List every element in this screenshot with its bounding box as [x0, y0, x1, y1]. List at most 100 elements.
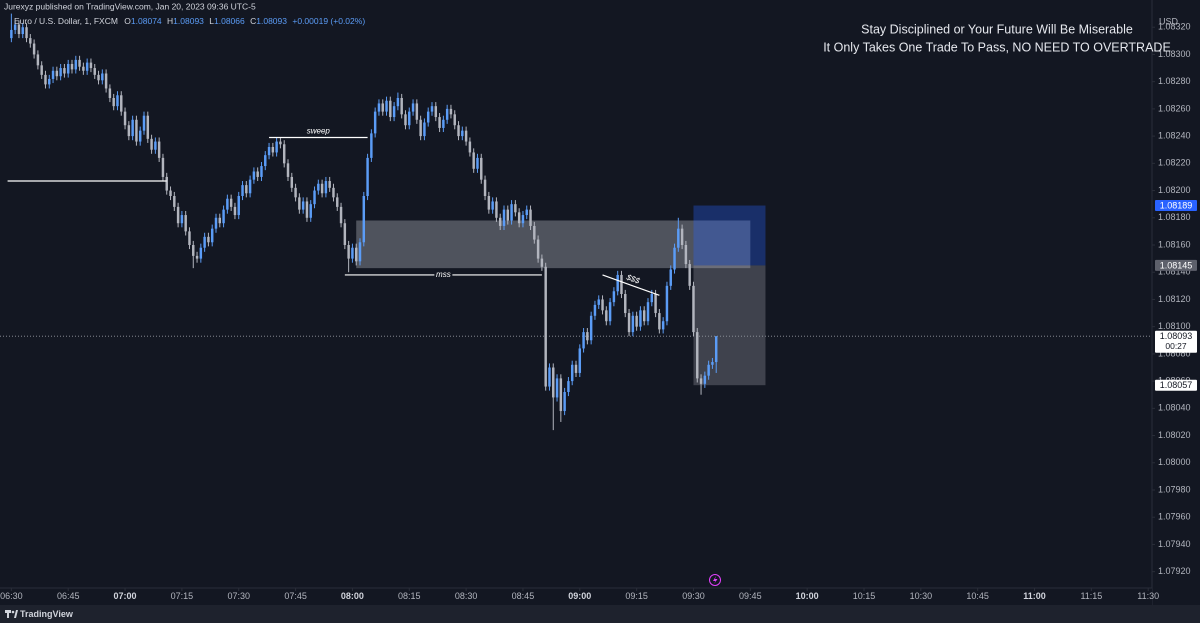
- x-tick-label: 10:15: [853, 591, 876, 601]
- ohlc-value: 1.08066: [214, 16, 245, 26]
- candle-body: [93, 68, 96, 75]
- candle-body: [684, 245, 688, 265]
- candle-body: [430, 106, 434, 112]
- candle-body: [233, 206, 237, 216]
- last-price-bg: [1155, 330, 1197, 353]
- x-tick-label: 10:30: [910, 591, 933, 601]
- note: It Only Takes One Trade To Pass, NO NEED…: [823, 40, 1171, 54]
- price-label: 1.08145: [1160, 260, 1193, 270]
- axes: 1.07920 1.07940 1.07960 1.07980 1.08000 1.080…: [0, 22, 1197, 601]
- candle-body: [714, 336, 718, 363]
- zone-box: [356, 220, 751, 269]
- candle-body: [491, 201, 494, 210]
- candle-body: [567, 381, 570, 392]
- candle-body: [173, 196, 176, 207]
- candle-body: [555, 378, 559, 398]
- zone-box: [693, 205, 766, 266]
- candle-body: [457, 125, 460, 137]
- candle-body: [142, 115, 146, 131]
- candle-body: [472, 152, 475, 169]
- candle-body: [525, 209, 528, 216]
- candle-body: [635, 315, 638, 327]
- candle-body: [646, 302, 650, 322]
- candle-body: [624, 294, 627, 314]
- candle-body: [593, 304, 597, 316]
- candle-body: [123, 111, 127, 126]
- x-tick-label: 08:45: [512, 591, 535, 601]
- y-tick-label: 1.08040: [1158, 403, 1191, 413]
- candle-body: [616, 274, 619, 292]
- candle-body: [157, 141, 161, 158]
- candle-body: [601, 299, 604, 311]
- candle-body: [332, 187, 335, 198]
- candle-body: [85, 62, 89, 71]
- candle-body: [464, 130, 468, 142]
- candle-body: [400, 98, 403, 115]
- candle-body: [226, 198, 229, 210]
- candle-body: [74, 59, 78, 70]
- candle-body: [563, 392, 566, 412]
- candle-body: [389, 100, 392, 118]
- candle-body: [605, 310, 608, 322]
- candle-body: [301, 201, 305, 210]
- x-tick-label: 11:15: [1080, 591, 1102, 601]
- candle-body: [112, 98, 115, 107]
- candle-body: [654, 294, 657, 314]
- footer-brand: TradingView: [20, 609, 74, 619]
- candle-body: [184, 215, 187, 232]
- candle-body: [104, 73, 108, 89]
- candle-body: [434, 106, 438, 118]
- x-tick-label: 07:00: [114, 591, 137, 601]
- drawn-line: [602, 274, 660, 296]
- candle-body: [453, 114, 456, 126]
- candle-body: [138, 130, 142, 142]
- x-tick-label: 06:30: [0, 591, 23, 601]
- candle-body: [282, 144, 286, 164]
- candle-body: [59, 68, 62, 77]
- candle-body: [373, 111, 377, 134]
- candle-body: [680, 228, 684, 245]
- candle-body: [415, 103, 419, 120]
- change: +0.00019 (+0.02%): [292, 16, 365, 26]
- candle-body: [286, 163, 290, 177]
- candle-body: [203, 236, 206, 248]
- x-tick-label: 10:45: [966, 591, 989, 601]
- ohlc-value: 1.08074: [131, 16, 162, 26]
- candle-body: [639, 310, 642, 327]
- candle-body: [578, 348, 582, 373]
- candle-body: [313, 190, 316, 205]
- candle-body: [627, 313, 631, 333]
- candle-body: [66, 63, 70, 74]
- y-tick-label: 1.08100: [1158, 321, 1191, 331]
- y-tick-label: 1.08180: [1158, 212, 1191, 222]
- candle-body: [608, 302, 612, 322]
- candle-body: [483, 179, 487, 196]
- candle-body: [305, 201, 309, 218]
- x-tick-label: 09:00: [568, 591, 591, 601]
- candle-body: [199, 247, 203, 259]
- candle-body: [17, 24, 21, 35]
- price-label-bg: [1155, 259, 1197, 271]
- candle-body: [252, 171, 256, 180]
- candle-body: [673, 247, 676, 270]
- countdown: 00:27: [1165, 341, 1187, 351]
- footer-bar: [0, 605, 1200, 623]
- candle-body: [696, 332, 699, 379]
- candle-body: [279, 141, 282, 145]
- candle-body: [248, 179, 252, 194]
- note: Stay Disciplined or Your Future Will Be …: [861, 22, 1133, 36]
- candle-body: [218, 217, 222, 224]
- candle-body: [343, 223, 347, 245]
- candle-body: [476, 157, 479, 169]
- line-label: sweep: [307, 127, 331, 136]
- candle-body: [540, 258, 544, 267]
- candle-body: [328, 181, 331, 188]
- candle-body: [510, 204, 513, 221]
- candle-body: [631, 315, 635, 333]
- x-tick-label: 09:45: [739, 591, 762, 601]
- symbol: Euro / U.S. Dollar, 1, FXCM: [14, 16, 118, 26]
- candle-body: [180, 215, 184, 224]
